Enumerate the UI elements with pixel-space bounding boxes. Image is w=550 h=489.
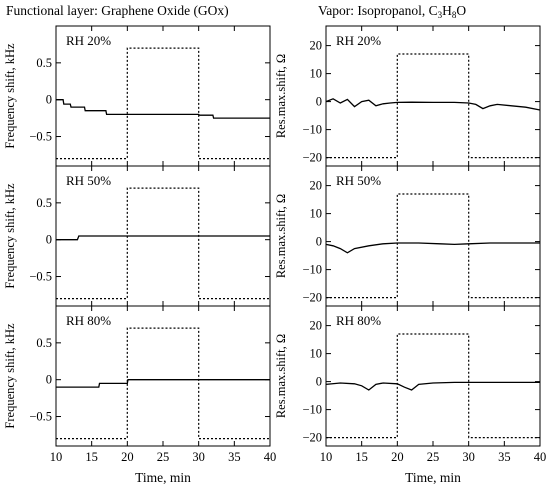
panel-frequency-2: −0.5 0 0.5 10 15 20 25 30 35 40 RH 80% Frequency sh… <box>3 305 277 464</box>
y-axis-label: Res.max.shift, Ω <box>274 334 288 418</box>
panel-resistance-0: −20 −10 0 10 20 RH 20% Res.max.shift, Ω <box>274 25 541 167</box>
vapor-exposure-line <box>56 187 270 300</box>
x-tick-label: 10 <box>320 450 333 464</box>
left-column-title: Functional layer: Graphene Oxide (GOx) <box>6 3 229 18</box>
signal-line <box>56 379 270 388</box>
x-tick-label: 15 <box>85 450 98 464</box>
signal-line <box>56 99 270 119</box>
x-tick-label: 20 <box>391 450 404 464</box>
y-axis-label: Frequency shift, kHz <box>3 323 17 429</box>
y-tick-label: −10 <box>302 123 322 137</box>
panel-label: RH 80% <box>336 313 381 328</box>
y-tick-label: −10 <box>302 263 322 277</box>
vapor-exposure-line <box>326 53 540 159</box>
vapor-exposure-line <box>326 193 540 299</box>
y-tick-label: 10 <box>310 67 323 81</box>
panel-frequency-1: −0.5 0 0.5 RH 50% Frequency shift, kHz <box>3 165 271 307</box>
y-tick-label: −20 <box>302 151 322 165</box>
x-tick-label: 30 <box>192 450 205 464</box>
panel-label: RH 50% <box>66 173 111 188</box>
y-tick-label: −0.5 <box>29 410 52 424</box>
y-tick-label: 0.5 <box>36 56 52 70</box>
y-tick-label: 20 <box>310 179 323 193</box>
x-tick-label: 15 <box>355 450 368 464</box>
vapor-exposure-line <box>326 333 540 439</box>
y-tick-label: 20 <box>310 39 323 53</box>
panels-group: −0.5 0 0.5 RH 20% Frequency shift, kHz −20 −10… <box>3 25 547 464</box>
x-tick-label: 25 <box>157 450 170 464</box>
x-tick-label: 10 <box>50 450 63 464</box>
x-axis-label-right: Time, min <box>405 470 461 485</box>
y-tick-label: 10 <box>310 207 323 221</box>
y-axis-label: Res.max.shift, Ω <box>274 194 288 278</box>
x-tick-label: 35 <box>228 450 241 464</box>
panel-resistance-2: −20 −10 0 10 20 10 15 20 25 30 35 40 RH 80% Res.max.s… <box>274 305 547 464</box>
y-tick-label: 0 <box>46 373 52 387</box>
x-tick-label: 40 <box>534 450 547 464</box>
y-axis-label: Frequency shift, kHz <box>3 183 17 289</box>
x-axis-label-left: Time, min <box>135 470 191 485</box>
y-tick-label: −0.5 <box>29 270 52 284</box>
signal-line <box>325 98 541 111</box>
y-tick-label: 0 <box>316 95 322 109</box>
signal-line <box>56 235 270 241</box>
y-tick-label: 0.5 <box>36 196 52 210</box>
vapor-exposure-line <box>56 327 270 440</box>
y-tick-label: −20 <box>302 291 322 305</box>
panel-frequency-0: −0.5 0 0.5 RH 20% Frequency shift, kHz <box>3 25 271 167</box>
y-tick-label: 10 <box>310 347 323 361</box>
x-tick-label: 40 <box>264 450 277 464</box>
x-tick-label: 30 <box>462 450 475 464</box>
signal-line <box>325 381 540 391</box>
y-tick-label: −10 <box>302 403 322 417</box>
x-tick-label: 20 <box>121 450 134 464</box>
y-tick-label: 0 <box>46 93 52 107</box>
panel-label: RH 80% <box>66 313 111 328</box>
right-column-title: Vapor: Isopropanol, C3H8O <box>318 3 466 20</box>
panel-resistance-1: −20 −10 0 10 20 RH 50% Res.max.shift, Ω <box>274 165 541 307</box>
vapor-exposure-line <box>56 47 270 160</box>
y-tick-label: −0.5 <box>29 130 52 144</box>
panel-label: RH 20% <box>66 33 111 48</box>
y-tick-label: 0 <box>316 235 322 249</box>
y-tick-label: 0.5 <box>36 336 52 350</box>
y-tick-label: 0 <box>316 375 322 389</box>
y-axis-label: Res.max.shift, Ω <box>274 54 288 138</box>
x-tick-label: 25 <box>427 450 440 464</box>
x-tick-label: 35 <box>498 450 511 464</box>
y-axis-label: Frequency shift, kHz <box>3 43 17 149</box>
panel-label: RH 20% <box>336 33 381 48</box>
y-tick-label: 20 <box>310 319 323 333</box>
y-tick-label: 0 <box>46 233 52 247</box>
y-tick-label: −20 <box>302 431 322 445</box>
panel-label: RH 50% <box>336 173 381 188</box>
signal-line <box>325 242 540 254</box>
